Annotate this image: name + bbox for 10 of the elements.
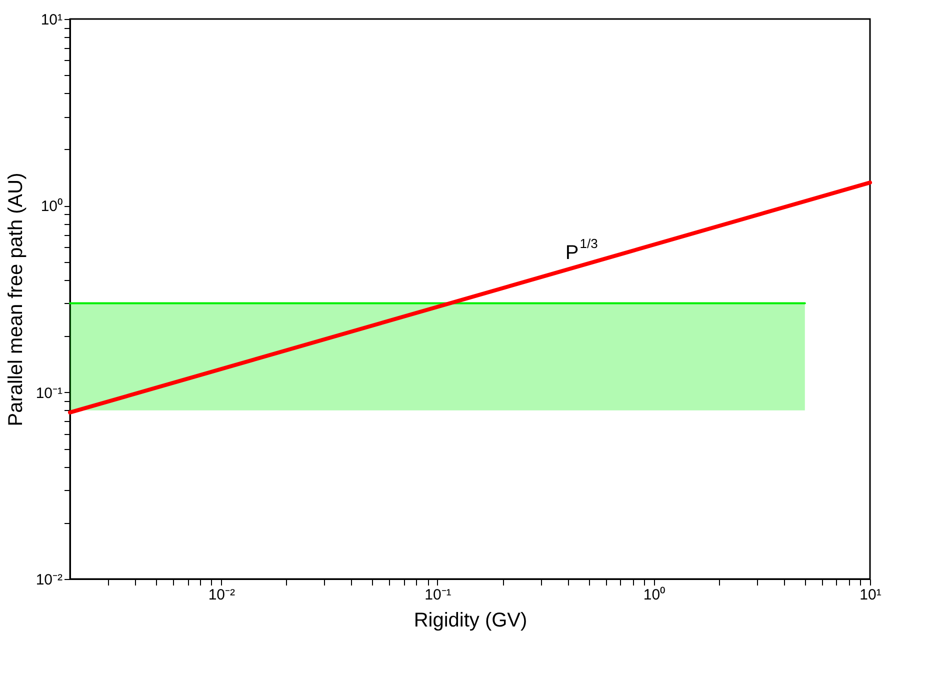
x-tick-label: 10⁰ <box>643 586 666 604</box>
x-tick-label: 10¹ <box>860 586 882 604</box>
x-tick-label: 10⁻² <box>208 586 236 604</box>
y-tick-label: 10⁻² <box>36 572 62 588</box>
y-tick-label: 10⁰ <box>40 198 62 216</box>
y-axis-title: Parallel mean free path (AU) <box>4 172 27 426</box>
x-axis-title: Rigidity (GV) <box>414 610 528 632</box>
y-tick-label: 10¹ <box>40 12 62 28</box>
y-tick-label: 10⁻¹ <box>36 384 62 402</box>
x-tick-label: 10⁻¹ <box>424 586 452 604</box>
